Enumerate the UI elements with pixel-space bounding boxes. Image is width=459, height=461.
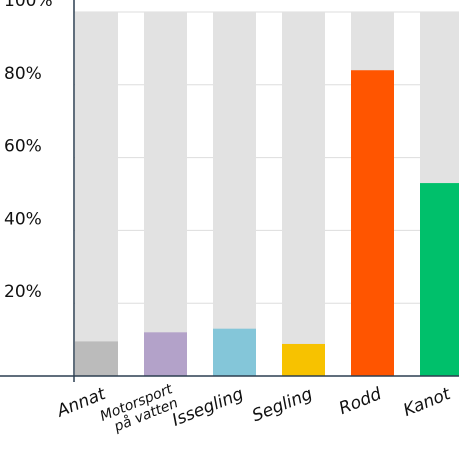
x-tick-label: Issegling	[169, 384, 246, 431]
bar	[213, 328, 256, 376]
x-tick-label-line: Segling	[249, 384, 315, 426]
y-tick-label: 40%	[4, 209, 42, 229]
bar	[144, 332, 187, 376]
y-tick-label: 60%	[4, 137, 42, 157]
bar-background	[282, 12, 325, 376]
x-tick-label: Motorsportpå vatten	[98, 381, 181, 439]
bars	[75, 70, 459, 377]
bar	[351, 70, 394, 377]
bar	[420, 183, 459, 376]
bar-backgrounds	[75, 12, 459, 376]
y-tick-label: 80%	[4, 64, 42, 84]
y-tick-labels: 20% 40% 60% 80% 100%	[4, 0, 53, 302]
y-tick-label: 20%	[4, 282, 42, 302]
axes	[0, 0, 459, 382]
bar-background	[144, 12, 187, 376]
x-tick-label: Rodd	[336, 384, 384, 419]
gridlines	[74, 11, 459, 304]
x-tick-label: Segling	[249, 384, 315, 426]
bar	[75, 341, 118, 376]
bar-background	[75, 12, 118, 376]
x-tick-label-line: Rodd	[336, 384, 384, 419]
y-tick-label: 100%	[4, 0, 53, 11]
x-tick-label-line: Kanot	[401, 384, 455, 421]
bar-background	[213, 12, 256, 376]
x-tick-label-line: Issegling	[169, 384, 246, 431]
bar	[282, 343, 325, 376]
x-tick-label: Kanot	[401, 384, 455, 421]
